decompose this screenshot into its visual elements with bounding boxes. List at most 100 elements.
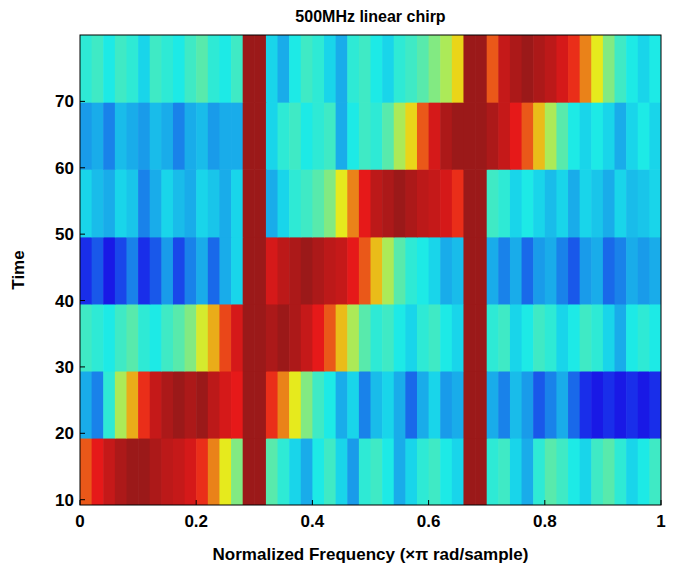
cell [254,304,266,372]
cell [173,237,185,305]
cell [533,438,545,505]
cell [405,371,417,439]
cell [498,304,510,372]
cell [126,438,138,505]
cell [429,237,441,305]
cell [556,169,568,237]
cell [208,304,220,372]
cell [138,102,150,170]
cell [533,35,545,103]
cell [382,35,394,103]
cell [161,237,173,305]
cell [638,237,650,305]
cell [394,102,406,170]
cell [417,371,429,439]
cell [138,304,150,372]
y-tick [80,366,85,367]
cell [243,102,255,170]
cell [638,438,650,505]
cell [429,169,441,237]
y-tick [80,234,85,235]
cell [475,102,487,170]
cell [405,438,417,505]
cell [324,438,336,505]
cell [522,438,534,505]
cell [463,237,475,305]
cell [359,102,371,170]
cell [173,169,185,237]
cell [347,102,359,170]
cell [312,35,324,103]
cell [336,102,348,170]
cell [545,35,557,103]
cell [115,438,127,505]
cell [103,304,115,372]
cell [278,438,290,505]
chart: 00.20.40.60.8110203040506070500MHz linea… [0,0,675,577]
cell [126,371,138,439]
cell [301,371,313,439]
cell [626,438,638,505]
cell [103,169,115,237]
cell [394,371,406,439]
cell [278,237,290,305]
cell [591,304,603,372]
cell [405,304,417,372]
cell [615,438,627,505]
cell [324,169,336,237]
cell [161,35,173,103]
cell [278,371,290,439]
cell [371,102,383,170]
cell [103,371,115,439]
cell [463,438,475,505]
cell [556,102,568,170]
cell [161,304,173,372]
cell [580,237,592,305]
cell [80,371,92,439]
cell [417,102,429,170]
cell [138,169,150,237]
cell [522,371,534,439]
cell [266,35,278,103]
cell [615,304,627,372]
cell [243,237,255,305]
cell [382,304,394,372]
cell [452,438,464,505]
cell [568,237,580,305]
x-tick-label: 0.2 [184,512,208,531]
cell [231,35,243,103]
cell [371,237,383,305]
plot-frame [80,35,661,505]
cell [394,438,406,505]
cell [243,371,255,439]
cell [254,169,266,237]
cell [475,304,487,372]
cell [417,169,429,237]
x-tick [196,500,197,505]
cell [510,169,522,237]
cell [254,371,266,439]
cell [556,371,568,439]
cell [312,371,324,439]
cell [568,102,580,170]
cell [382,169,394,237]
cell [150,304,162,372]
cell [591,237,603,305]
cell [615,35,627,103]
cell [475,438,487,505]
y-tick [80,167,85,168]
cell [359,35,371,103]
cell [80,304,92,372]
cell [289,169,301,237]
cell [219,438,231,505]
cell [545,102,557,170]
cell [80,237,92,305]
cell [475,371,487,439]
cell [475,169,487,237]
cell [498,371,510,439]
cell [638,35,650,103]
cell [615,102,627,170]
cell [312,438,324,505]
cell [289,371,301,439]
cell [359,371,371,439]
